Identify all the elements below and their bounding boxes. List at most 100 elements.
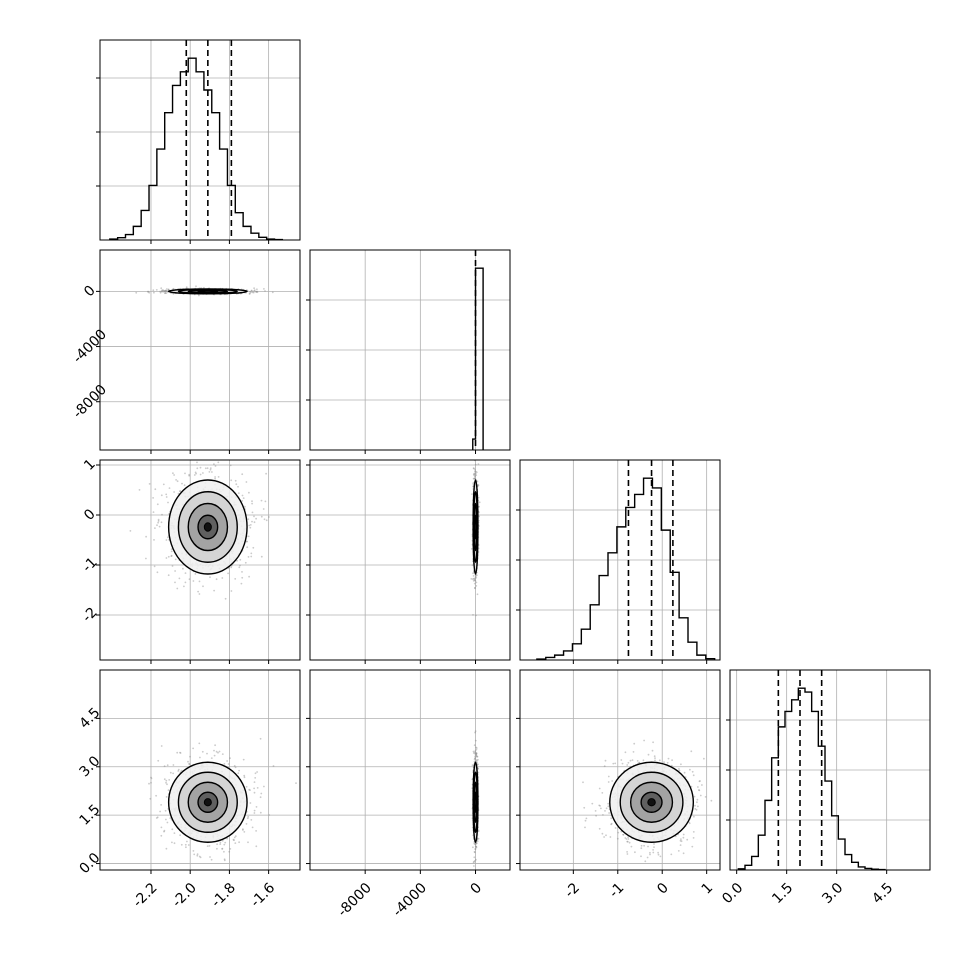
scatter-point — [475, 752, 478, 755]
scatter-point — [162, 483, 165, 486]
scatter-point — [166, 821, 169, 824]
scatter-point — [478, 501, 481, 504]
scatter-point — [193, 474, 196, 476]
panel-frame — [309, 459, 511, 661]
scatter-point — [163, 290, 166, 292]
scatter-point — [150, 776, 152, 779]
scatter-point — [644, 860, 647, 863]
scatter-point — [473, 851, 476, 853]
scatter-point — [678, 768, 680, 770]
scatter-point — [165, 847, 168, 850]
scatter-point — [215, 750, 218, 753]
scatter-point — [199, 466, 202, 469]
scatter-point — [234, 479, 237, 482]
scatter-point — [260, 555, 263, 558]
scatter-point — [172, 287, 175, 290]
scatter-point — [239, 558, 242, 561]
panel-r2-c0: 10-1-2 — [79, 456, 301, 664]
x-tick-label: 4.5 — [869, 880, 896, 907]
scatter-point — [243, 776, 246, 779]
scatter-point — [595, 814, 597, 817]
scatter-point — [171, 828, 174, 831]
scatter-point — [192, 747, 195, 750]
scatter-point — [164, 289, 167, 292]
scatter-point — [167, 288, 170, 291]
scatter-point — [167, 789, 170, 791]
scatter-point — [153, 291, 155, 294]
scatter-point — [473, 744, 476, 747]
scatter-point — [198, 593, 201, 595]
scatter-point — [233, 765, 236, 767]
scatter-point — [188, 578, 191, 581]
scatter-point — [223, 859, 226, 862]
scatter-point — [152, 497, 155, 499]
scatter-point — [210, 858, 213, 861]
scatter-point — [164, 292, 167, 294]
scatter-point — [199, 856, 202, 859]
scatter-point — [167, 501, 169, 504]
panel-r0-c0 — [96, 39, 301, 244]
scatter-point — [171, 841, 173, 844]
scatter-point — [475, 842, 477, 845]
scatter-point — [213, 589, 216, 592]
y-tick-label: 0 — [81, 506, 99, 524]
scatter-point — [188, 473, 191, 476]
scatter-point — [474, 730, 477, 733]
scatter-point — [145, 535, 148, 538]
panel-frame — [729, 669, 931, 871]
scatter-point — [213, 463, 215, 465]
scatter-point — [195, 285, 197, 288]
scatter-point — [626, 840, 629, 843]
scatter-point — [179, 490, 182, 493]
scatter-point — [255, 517, 257, 520]
scatter-point — [164, 290, 167, 293]
scatter-point — [156, 503, 159, 506]
scatter-point — [256, 290, 258, 293]
scatter-point — [168, 487, 171, 489]
scatter-point — [474, 845, 477, 847]
scatter-point — [166, 764, 169, 767]
scatter-point — [217, 751, 219, 754]
scatter-point — [161, 513, 163, 516]
scatter-point — [196, 467, 199, 470]
scatter-point — [474, 751, 476, 753]
scatter-point — [159, 290, 162, 293]
y-tick-label: 0.0 — [76, 850, 103, 877]
scatter-point — [248, 491, 250, 494]
scatter-point — [174, 558, 177, 561]
panel-r3-c1: -8000 -4000 0 — [306, 669, 511, 920]
scatter-point — [223, 858, 226, 861]
scatter-point — [474, 843, 476, 846]
scatter-point — [667, 757, 670, 760]
panel-frame — [519, 459, 721, 661]
scatter-point — [474, 469, 476, 471]
scatter-point — [155, 794, 158, 797]
scatter-point — [474, 586, 476, 589]
scatter-point — [241, 494, 244, 497]
scatter-point — [156, 816, 159, 819]
y-tick-label: -2 — [79, 604, 100, 625]
scatter-point — [245, 481, 248, 483]
scatter-point — [698, 780, 701, 783]
scatter-point — [203, 286, 205, 289]
panel-frame — [99, 249, 301, 451]
scatter-point — [260, 792, 263, 795]
scatter-point — [170, 555, 173, 557]
panel-r3-c0: 4.53.01.50.0-2.2 -2.0 -1.8 -1.6 — [76, 669, 301, 911]
scatter-point — [473, 473, 476, 476]
x-tick-label: 3.0 — [819, 880, 846, 907]
scatter-point — [474, 731, 476, 734]
scatter-point — [640, 844, 643, 847]
scatter-point — [208, 845, 211, 847]
panel-r1-c0: 0-4000-8000 — [70, 249, 301, 454]
scatter-point — [666, 761, 669, 764]
scatter-point — [177, 768, 180, 771]
x-tick-label: -1.8 — [208, 880, 239, 911]
scatter-point — [160, 834, 163, 837]
scatter-point — [208, 471, 211, 473]
scatter-point — [209, 468, 212, 471]
scatter-point — [233, 836, 236, 839]
scatter-point — [238, 566, 241, 569]
scatter-point — [475, 752, 478, 754]
scatter-point — [160, 290, 163, 293]
